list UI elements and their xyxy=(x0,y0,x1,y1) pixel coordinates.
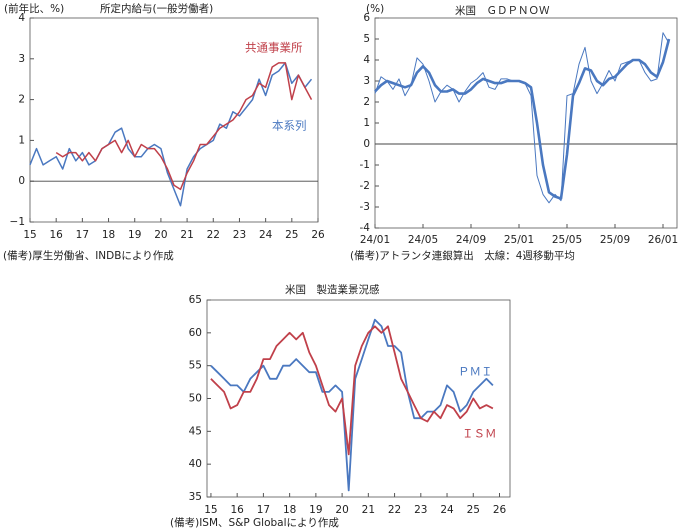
y-tick-label: -1 xyxy=(360,159,370,171)
y-tick-label: 0 xyxy=(363,138,370,150)
x-tick-label: 26 xyxy=(311,229,325,241)
plot-frame xyxy=(29,17,319,223)
y-tick-label: 4 xyxy=(18,12,25,24)
series-label: ＩＳＭ xyxy=(462,427,497,441)
y-tick-label: 1 xyxy=(18,134,25,146)
y-tick-label: 55 xyxy=(189,360,202,372)
x-tick-label: 21 xyxy=(180,229,193,241)
series-label: 共通事業所 xyxy=(245,41,303,55)
x-tick-label: 18 xyxy=(102,229,115,241)
x-tick-label: 15 xyxy=(204,504,217,516)
y-tick-label: 6 xyxy=(363,12,370,24)
x-tick-label: 25/05 xyxy=(552,234,582,246)
y-tick-label: 5 xyxy=(363,33,370,45)
plot-frame xyxy=(206,299,511,498)
x-tick-label: 25 xyxy=(285,229,298,241)
series-label: ＰＭＩ xyxy=(458,365,493,379)
x-tick-label: 25/09 xyxy=(600,234,630,246)
y-tick-label: 60 xyxy=(189,327,202,339)
x-tick-label: 17 xyxy=(257,504,270,516)
x-tick-label: 18 xyxy=(283,504,296,516)
x-tick-label: 24/01 xyxy=(360,234,390,246)
y-tick-label: -3 xyxy=(360,201,370,213)
x-tick-label: 19 xyxy=(128,229,141,241)
y-tick-label: 4 xyxy=(363,54,370,66)
note: (備考)厚生労働省、INDBにより作成 xyxy=(3,249,174,262)
note: (備考)アトランタ連銀算出 太線：4週移動平均 xyxy=(350,249,575,262)
x-tick-label: 20 xyxy=(335,504,348,516)
x-tick-label: 23 xyxy=(414,504,427,516)
x-tick-label: 22 xyxy=(388,504,401,516)
x-tick-label: 25 xyxy=(467,504,480,516)
series-line xyxy=(374,38,671,200)
chart-title: 所定内給与(一般労働者) xyxy=(100,2,213,15)
note: (備考)ISM、S&P Globalにより作成 xyxy=(170,516,339,529)
chart-title: 米国 ＧＤＰＮＯＷ xyxy=(455,4,550,17)
x-tick-label: 21 xyxy=(362,504,375,516)
y-tick-label: 40 xyxy=(189,458,202,470)
y-tick-label: 65 xyxy=(189,294,202,306)
x-tick-label: 26 xyxy=(493,504,507,516)
y-tick-label: 35 xyxy=(189,491,202,503)
y-tick-label: -2 xyxy=(360,180,370,192)
x-tick-label: 26/01 xyxy=(648,234,678,246)
y-tick-label: 3 xyxy=(363,75,370,87)
series-line xyxy=(210,318,494,492)
y-tick-label: 45 xyxy=(189,425,202,437)
unit-label: (%) xyxy=(366,3,384,15)
x-tick-label: 20 xyxy=(154,229,167,241)
y-tick-label: 3 xyxy=(18,53,25,65)
x-tick-label: 22 xyxy=(207,229,220,241)
plot-frame xyxy=(374,17,678,229)
x-tick-label: 23 xyxy=(233,229,246,241)
x-tick-label: 24 xyxy=(259,229,273,241)
series-line xyxy=(210,325,494,456)
x-tick-label: 19 xyxy=(309,504,322,516)
x-tick-label: 24/05 xyxy=(408,234,438,246)
x-tick-label: 16 xyxy=(230,504,244,516)
x-tick-label: 24/09 xyxy=(456,234,486,246)
y-tick-label: 1 xyxy=(363,117,370,129)
x-tick-label: 15 xyxy=(23,229,36,241)
series-line xyxy=(29,62,313,207)
x-tick-label: 17 xyxy=(76,229,89,241)
y-tick-label: -4 xyxy=(360,222,371,234)
unit-label: (前年比、%) xyxy=(4,2,64,15)
chart-title: 米国 製造業景況感 xyxy=(285,283,380,296)
y-tick-label: 50 xyxy=(189,393,202,405)
series-line xyxy=(374,32,670,204)
y-tick-label: 2 xyxy=(363,96,370,108)
y-tick-label: 0 xyxy=(18,175,25,187)
x-tick-label: 24 xyxy=(440,504,454,516)
x-tick-label: 16 xyxy=(49,229,63,241)
series-line xyxy=(55,62,313,191)
x-tick-label: 25/01 xyxy=(504,234,534,246)
y-tick-label: 2 xyxy=(18,94,25,106)
y-tick-label: −1 xyxy=(10,216,25,228)
series-label: 本系列 xyxy=(272,119,307,133)
